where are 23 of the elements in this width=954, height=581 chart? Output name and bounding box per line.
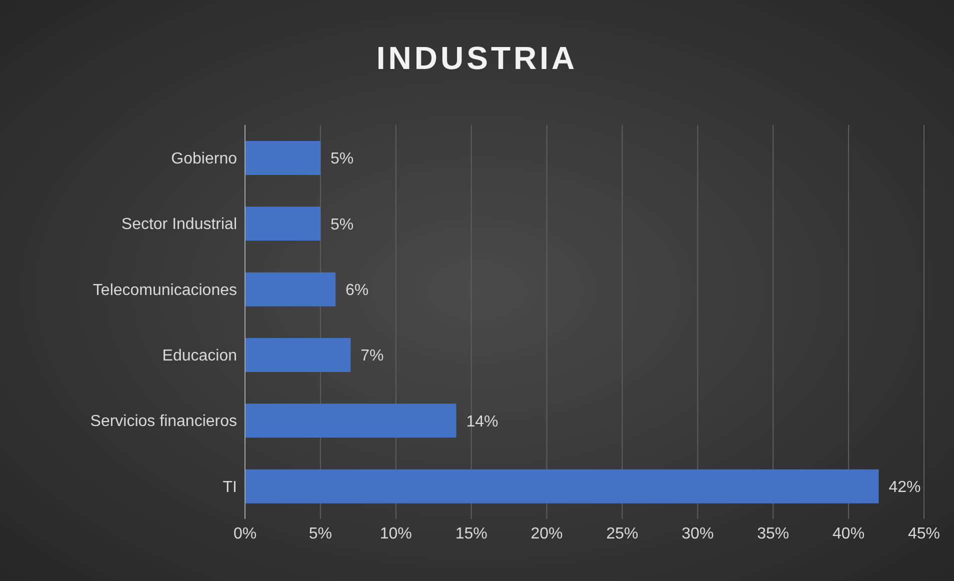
x-tick-label: 30% <box>682 525 714 542</box>
data-label: 5% <box>330 216 354 234</box>
x-tick-label: 5% <box>308 525 332 542</box>
y-tick-label: TI <box>222 478 237 496</box>
data-label: 14% <box>466 413 498 430</box>
x-tick-label: 40% <box>832 525 865 542</box>
x-tick-label: 25% <box>606 525 638 542</box>
x-tick-label: 0% <box>233 525 257 542</box>
y-tick-label: Gobierno <box>171 150 238 168</box>
x-tick-label: 20% <box>530 525 563 542</box>
y-tick-label: Educacion <box>162 348 237 365</box>
x-tick-label: 10% <box>380 525 412 542</box>
data-label: 6% <box>346 282 369 300</box>
data-label: 7% <box>360 348 384 365</box>
y-tick-label: Servicios financieros <box>90 413 237 430</box>
x-tick-label: 15% <box>455 525 488 542</box>
chart-title: INDUSTRIA <box>375 40 579 77</box>
data-label: 42% <box>888 479 921 496</box>
x-tick-label: 45% <box>908 525 940 542</box>
x-tick-label: 35% <box>757 525 790 542</box>
data-label: 5% <box>330 150 354 168</box>
y-tick-label: Sector Industrial <box>121 216 237 234</box>
y-tick-label: Telecomunicaciones <box>92 282 237 299</box>
